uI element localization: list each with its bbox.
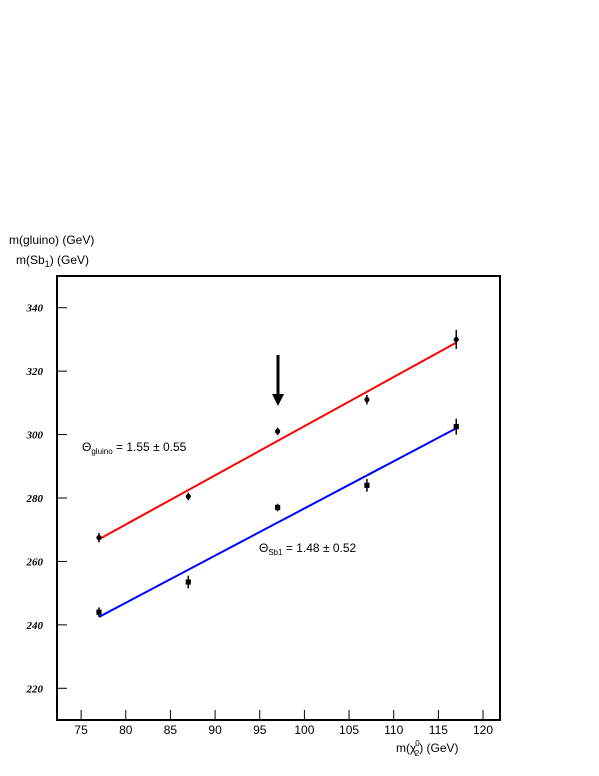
- point: [96, 535, 102, 541]
- x-tick-label: 110: [384, 723, 403, 737]
- point: [453, 424, 459, 430]
- y-tick-label: 320: [26, 366, 44, 378]
- point: [96, 609, 102, 615]
- point: [364, 482, 370, 488]
- annotation: Θgluino = 1.55 ± 0.55: [82, 440, 187, 456]
- y-tick-label: 240: [26, 620, 44, 632]
- y-tick-label: 300: [26, 430, 44, 442]
- y-axis-label: m(Sb1) (GeV): [16, 253, 89, 269]
- x-tick-label: 105: [339, 723, 359, 737]
- annotation: ΘSb1 = 1.48 ± 0.52: [259, 541, 357, 557]
- x-tick-label: 85: [164, 723, 178, 737]
- x-tick-label: 100: [294, 723, 314, 737]
- y-tick-label: 280: [26, 493, 44, 505]
- x-tick-label: 120: [473, 723, 493, 737]
- x-axis-label: m(χ0 2) (GeV): [396, 739, 459, 758]
- y-tick-label: 340: [26, 303, 44, 315]
- x-tick-label: 95: [253, 723, 267, 737]
- point: [185, 493, 191, 500]
- point: [185, 579, 191, 585]
- point: [275, 504, 281, 511]
- x-tick-label: 80: [119, 723, 133, 737]
- point: [453, 336, 459, 343]
- y-tick-label: 260: [26, 556, 44, 568]
- point: [275, 428, 281, 434]
- y-axis-label: m(gluino) (GeV): [9, 233, 94, 247]
- arrow-head: [272, 394, 284, 406]
- x-tick-label: 90: [208, 723, 222, 737]
- y-tick-label: 220: [26, 683, 44, 695]
- fit-line: [98, 427, 457, 618]
- fit-line: [98, 341, 457, 541]
- x-tick-label: 115: [429, 723, 448, 737]
- x-tick-label: 75: [74, 723, 88, 737]
- point: [364, 397, 370, 403]
- plot-frame: [56, 275, 501, 721]
